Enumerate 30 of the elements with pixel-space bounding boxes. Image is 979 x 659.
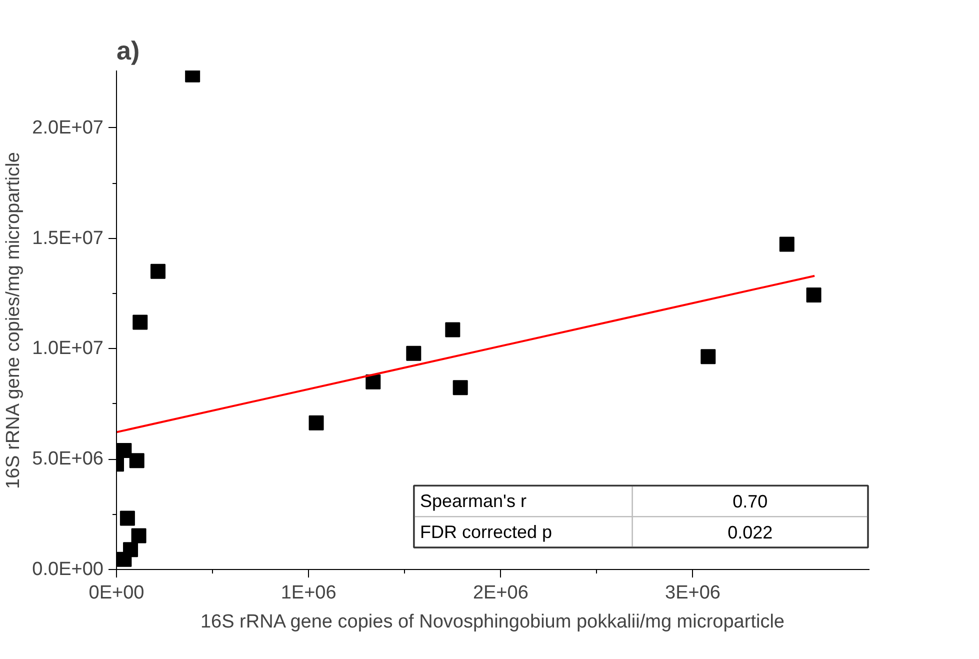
annotation: 0.022	[728, 522, 773, 543]
y-tick-label: 2.0E+07	[32, 117, 104, 138]
annotation: 0.70	[732, 492, 768, 512]
y-tick-label: 0.0E+00	[32, 559, 104, 580]
point	[700, 349, 716, 364]
point	[116, 552, 132, 567]
y-axis-title: 16S rRNA gene copies/mg microparticle	[3, 152, 24, 489]
chart-title: a)	[116, 36, 140, 66]
point	[806, 288, 822, 303]
point	[445, 322, 460, 338]
point	[132, 314, 148, 330]
x-tick-label: 2E+06	[472, 582, 528, 604]
x-tick-label: 1E+06	[280, 582, 336, 604]
x-tick-label: 0E+00	[88, 582, 144, 604]
point	[120, 510, 135, 526]
point	[452, 380, 468, 396]
y-tick-label: 1.5E+07	[32, 228, 104, 249]
point	[129, 453, 144, 468]
point	[308, 415, 324, 430]
annotation: Spearman's r	[420, 491, 526, 512]
point	[131, 528, 146, 544]
y-tick-label: 5.0E+06	[32, 448, 104, 470]
x-tick-label: 3E+06	[665, 582, 721, 604]
x-axis-title: 16S rRNA gene copies of Novosphingobium pokkalii/mg microparticle	[200, 612, 784, 632]
annotation: FDR corrected p	[420, 522, 552, 542]
point	[150, 264, 166, 279]
point	[366, 374, 381, 390]
point	[406, 346, 422, 361]
point	[779, 236, 794, 252]
y-tick-label: 1.0E+07	[32, 338, 104, 360]
